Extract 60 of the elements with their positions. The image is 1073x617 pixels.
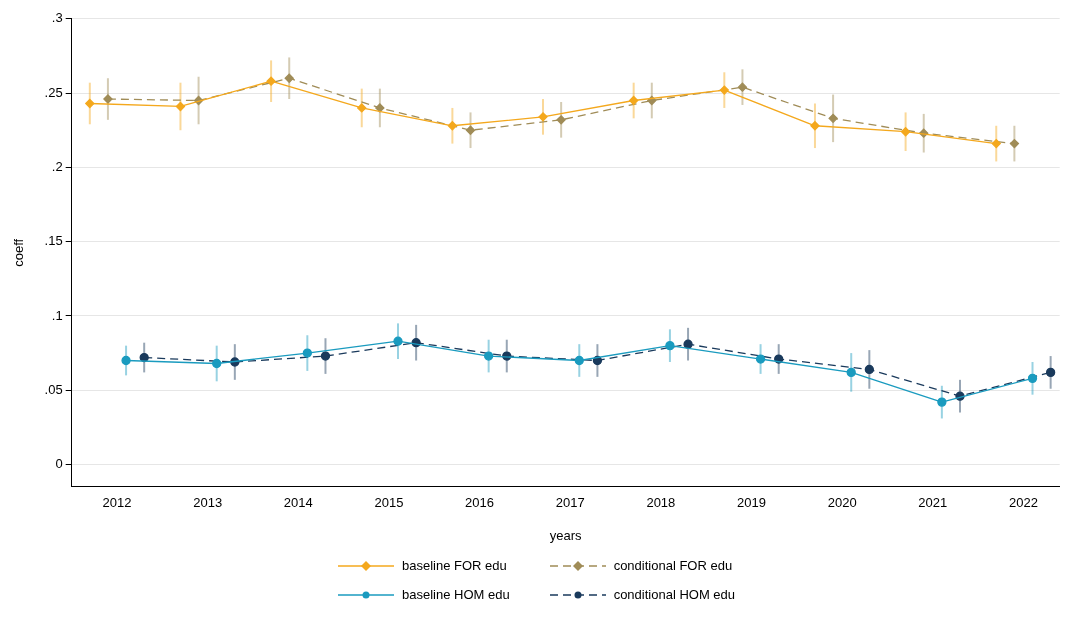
point — [447, 121, 458, 131]
point — [574, 355, 584, 366]
x-axis-title: years — [549, 527, 583, 543]
legend-label: conditional FOR edu — [613, 558, 733, 573]
point — [1045, 367, 1056, 378]
point — [1009, 138, 1020, 149]
point — [556, 115, 566, 125]
x-tick-label: 2016 — [465, 495, 495, 511]
y-tick-label: .25 — [44, 84, 63, 100]
point — [629, 95, 639, 106]
point — [592, 355, 603, 366]
y-tick-label: .15 — [44, 233, 63, 249]
x-tick-label: 2021 — [918, 495, 948, 511]
point — [375, 103, 385, 113]
point — [719, 85, 729, 95]
point — [755, 354, 766, 364]
x-tick-label: 2012 — [102, 495, 132, 511]
point — [810, 121, 820, 131]
point — [121, 355, 131, 366]
x-tick-label: 2020 — [827, 495, 857, 511]
point — [284, 73, 294, 83]
x-tick-label: 2019 — [737, 495, 766, 511]
y-axis-title: coeff — [11, 238, 27, 267]
point — [465, 125, 476, 135]
y-tick-label: .2 — [51, 158, 63, 174]
point — [991, 138, 1001, 149]
legend-label: conditional HOM edu — [613, 587, 736, 602]
point — [538, 112, 548, 122]
point — [683, 339, 693, 349]
x-tick-label: 2013 — [193, 495, 223, 511]
y-tick-label: .3 — [51, 10, 63, 26]
x-tick-label: 2017 — [555, 495, 585, 511]
y-tick-label: 0 — [55, 456, 63, 472]
legend-label: baseline HOM edu — [401, 587, 510, 602]
point — [483, 351, 494, 361]
point — [647, 95, 657, 106]
point — [1027, 373, 1038, 383]
point — [937, 397, 947, 407]
point — [665, 341, 675, 351]
point — [266, 76, 276, 86]
point — [846, 367, 856, 378]
y-tick-label: .1 — [51, 307, 63, 323]
x-tick-label: 2022 — [1008, 495, 1038, 511]
point — [393, 336, 403, 346]
point — [212, 358, 222, 369]
point — [900, 127, 911, 137]
x-tick-label: 2015 — [374, 495, 404, 511]
point — [302, 348, 312, 358]
point — [175, 101, 186, 112]
point — [828, 113, 838, 123]
point — [85, 98, 95, 109]
x-tick-label: 2014 — [283, 495, 313, 511]
point — [737, 82, 748, 92]
point — [103, 94, 113, 104]
point — [357, 103, 367, 113]
point — [864, 364, 874, 375]
y-tick-label: .05 — [44, 381, 63, 397]
legend-label: baseline FOR edu — [401, 558, 507, 573]
point — [320, 351, 331, 361]
x-tick-label: 2018 — [646, 495, 676, 511]
